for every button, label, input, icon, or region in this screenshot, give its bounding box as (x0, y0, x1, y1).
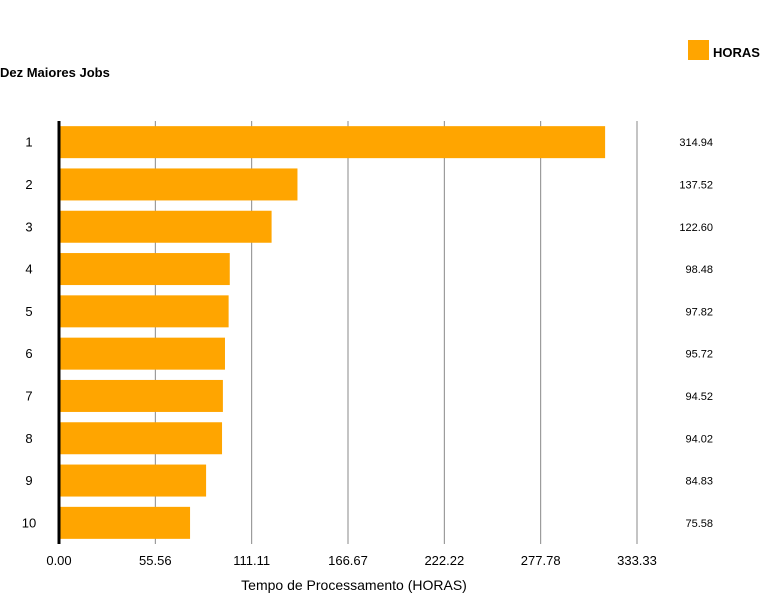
value-label: 98.48 (685, 264, 713, 276)
chart-title: Dez Maiores Jobs (0, 65, 110, 80)
bar (59, 210, 272, 243)
x-tick-label: 222.22 (424, 553, 464, 568)
bar (59, 168, 298, 201)
category-label: 1 (25, 135, 32, 150)
x-tick-label: 0.00 (46, 553, 71, 568)
bar (59, 422, 223, 455)
category-label: 10 (22, 515, 36, 530)
bar (59, 295, 229, 328)
bar (59, 126, 606, 159)
x-axis-title: Tempo de Processamento (HORAS) (241, 577, 467, 593)
value-label: 94.52 (685, 391, 713, 403)
x-tick-label: 55.56 (139, 553, 172, 568)
legend-swatch (688, 40, 709, 60)
x-tick-label: 111.11 (233, 553, 270, 568)
category-label: 8 (25, 431, 32, 446)
bar (59, 379, 223, 412)
legend-label: HORAS (713, 45, 760, 60)
category-label: 2 (25, 177, 32, 192)
category-label: 6 (25, 346, 32, 361)
value-label: 75.58 (685, 518, 713, 530)
category-label: 5 (25, 304, 32, 319)
value-label: 95.72 (685, 349, 713, 361)
category-label: 4 (25, 262, 32, 277)
value-label: 122.60 (679, 222, 713, 234)
x-tick-label: 166.67 (328, 553, 368, 568)
category-label: 7 (25, 388, 32, 403)
bar (59, 506, 191, 539)
value-label: 314.94 (679, 137, 713, 149)
bar (59, 337, 225, 370)
value-label: 84.83 (685, 476, 713, 488)
category-label: 9 (25, 473, 32, 488)
value-label: 137.52 (679, 179, 713, 191)
value-label: 94.02 (685, 433, 713, 445)
bar (59, 464, 207, 497)
x-tick-label: 277.78 (521, 553, 561, 568)
category-label: 3 (25, 219, 32, 234)
bar (59, 253, 230, 286)
value-label: 97.82 (685, 306, 713, 318)
x-tick-label: 333.33 (617, 553, 657, 568)
